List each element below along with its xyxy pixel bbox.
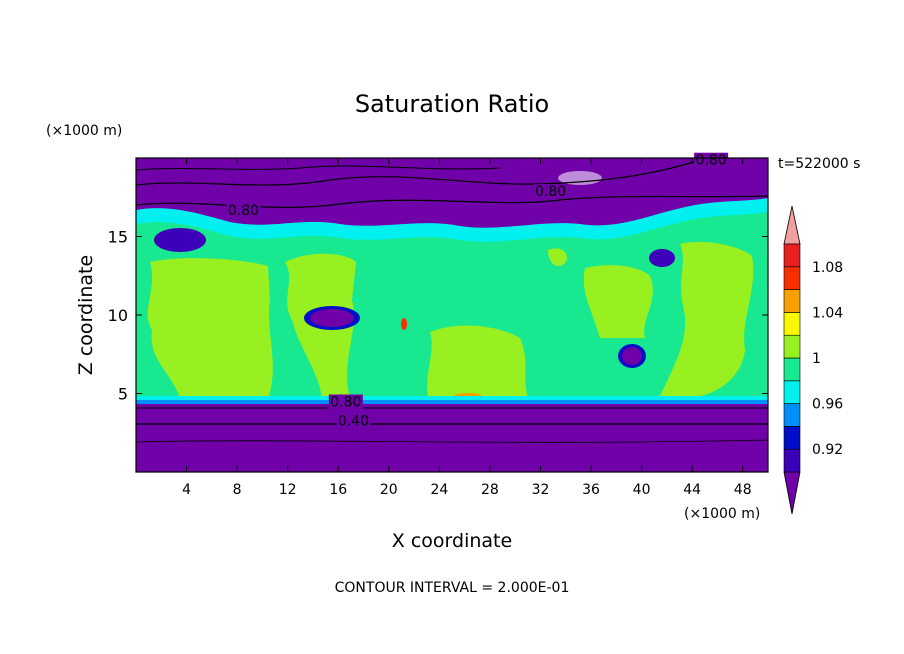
x-tick-label: 32 — [532, 482, 550, 498]
colorbar-label: 1 — [812, 351, 821, 367]
colorbar-label: 0.96 — [812, 397, 843, 413]
contour-line — [136, 165, 501, 171]
colorbar-swatch — [783, 243, 801, 268]
x-tick-label: 4 — [182, 482, 191, 498]
x-tick-label: 36 — [582, 482, 600, 498]
saturated-column — [427, 325, 528, 398]
colorbar-under-triangle — [783, 471, 801, 515]
y-tick-label: 5 — [118, 385, 128, 404]
saturated-column — [548, 248, 567, 266]
contour-label-backing — [328, 394, 363, 409]
contour-line — [136, 439, 768, 443]
colorbar-swatch — [783, 426, 801, 450]
colorbar-label: 1.08 — [812, 260, 843, 276]
colorbar-swatch — [783, 334, 801, 359]
y-tick-label: 10 — [108, 306, 128, 325]
colorbar-swatch — [783, 357, 801, 382]
cloud-base-fringe — [136, 400, 768, 404]
saturated-column — [147, 258, 273, 398]
colorbar-swatch — [783, 266, 801, 290]
cloud-layer-top-edge — [136, 206, 768, 250]
colorbar-label: 0.92 — [812, 442, 843, 458]
colorbar-swatch — [783, 403, 801, 427]
x-tick-label: 48 — [734, 482, 752, 498]
contour-label-layer: 0.80 0.80 0.80 0.80 0.40 — [226, 152, 729, 429]
colorbar-swatch — [783, 448, 801, 473]
plot-field — [136, 158, 768, 472]
x-tick-label: 12 — [279, 482, 297, 498]
dry-pocket — [649, 249, 675, 267]
contour-label-backing — [336, 413, 371, 428]
contour-label-backing — [533, 184, 568, 199]
x-tick-label: 8 — [233, 482, 242, 498]
contour-label: 0.80 — [535, 184, 566, 200]
dry-pocket — [154, 228, 206, 252]
x-tick-label: 20 — [380, 482, 398, 498]
colorbar-swatch — [783, 380, 801, 404]
cyan-fringe — [136, 198, 768, 242]
x-axis: 4 8 12 16 20 24 28 32 36 40 44 48 — [182, 158, 752, 498]
colorbar: 0.92 0.96 1 1.04 1.08 — [783, 205, 843, 515]
contour-label-backing — [694, 152, 729, 167]
x-tick-label: 16 — [329, 482, 347, 498]
dry-pocket — [622, 347, 642, 365]
x-axis-label: X coordinate — [392, 530, 512, 552]
contour-label: 0.80 — [228, 203, 259, 219]
lower-dry-band — [136, 404, 768, 472]
colorbar-label: 1.04 — [812, 305, 843, 321]
x-tick-label: 28 — [481, 482, 499, 498]
warm-spot — [401, 318, 407, 330]
y-axis-label: Z coordinate — [75, 255, 97, 375]
time-label: t=522000 s — [778, 156, 860, 172]
contour-label-backing — [226, 202, 261, 217]
cloud-base-fringe — [136, 396, 768, 402]
contour-interval-footer: CONTOUR INTERVAL = 2.000E-01 — [335, 580, 570, 596]
contour-label: 0.80 — [696, 153, 727, 169]
x-tick-label: 24 — [430, 482, 448, 498]
contour-label: 0.80 — [330, 394, 361, 410]
y-unit-label: (×1000 m) — [46, 123, 122, 139]
y-axis: 5 10 15 — [108, 228, 768, 404]
y-tick-label: 15 — [108, 228, 128, 247]
colorbar-over-triangle — [783, 205, 801, 245]
contour-label: 0.40 — [338, 413, 369, 429]
colorbar-swatch — [783, 312, 801, 336]
x-unit-label: (×1000 m) — [684, 506, 760, 522]
saturated-column — [583, 265, 653, 338]
chart-title: Saturation Ratio — [355, 90, 549, 118]
x-tick-label: 44 — [683, 482, 701, 498]
dry-pocket — [310, 309, 354, 327]
saturated-column — [660, 241, 754, 396]
x-tick-label: 40 — [633, 482, 651, 498]
colorbar-swatch — [783, 289, 801, 313]
